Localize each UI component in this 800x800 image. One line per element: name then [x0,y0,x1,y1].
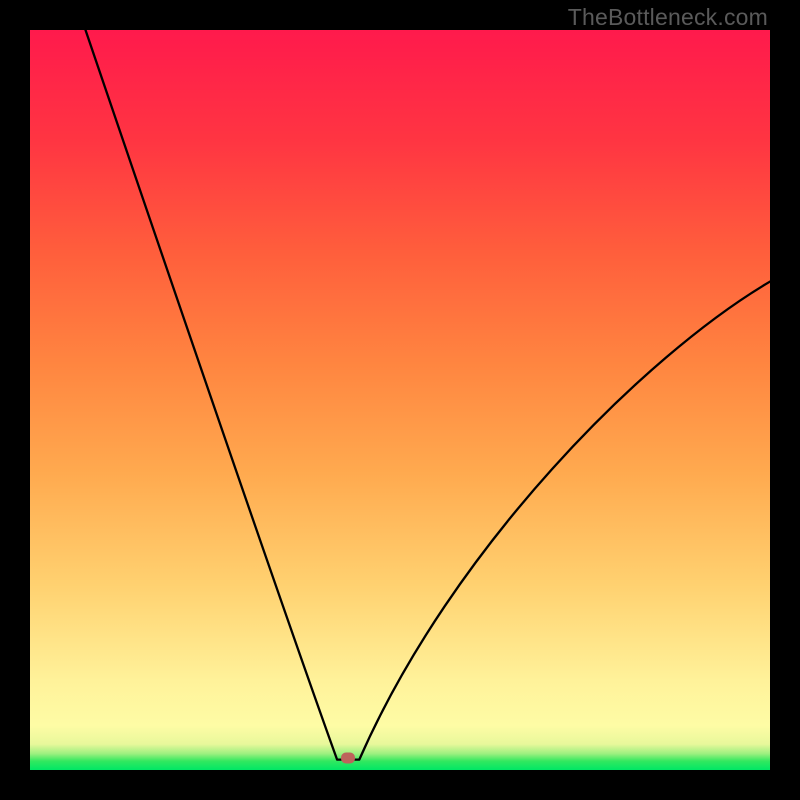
plot-area [30,30,770,770]
optimum-marker [341,753,355,764]
bottleneck-curve [30,30,770,770]
watermark-text: TheBottleneck.com [568,4,768,31]
